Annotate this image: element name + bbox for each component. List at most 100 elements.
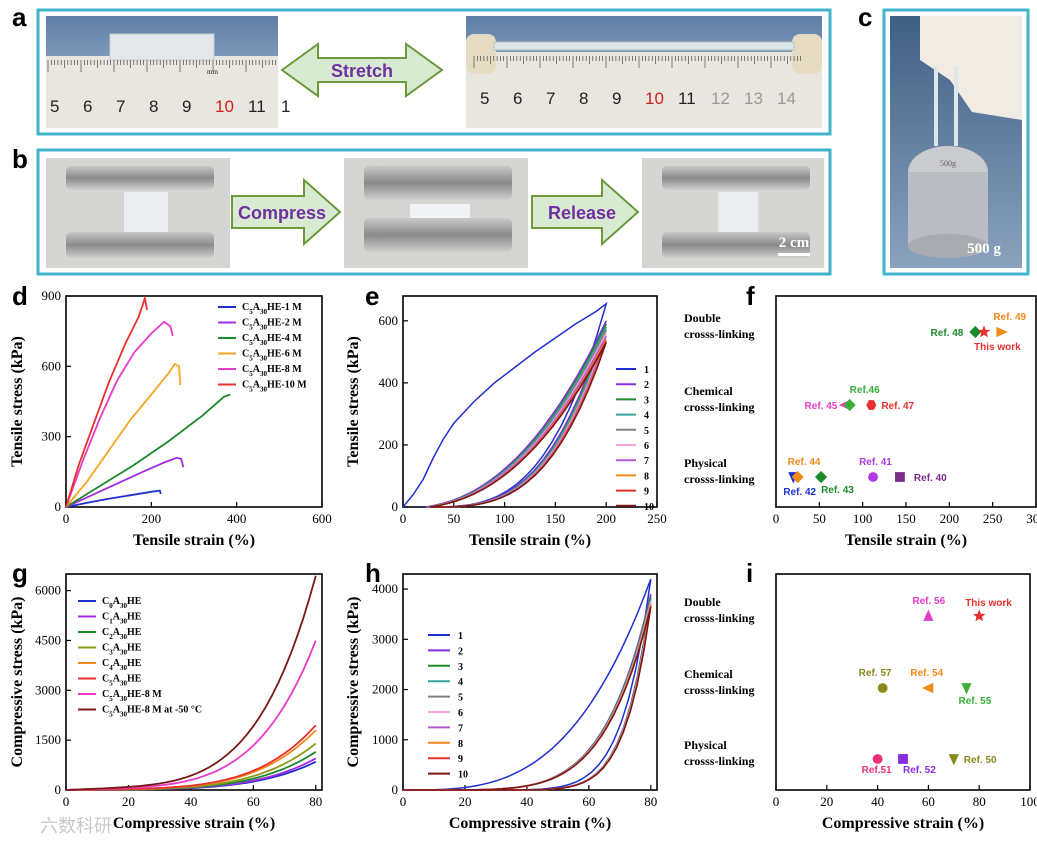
y-tick-label: 6000 xyxy=(35,583,61,598)
x-tick-label: 0 xyxy=(63,794,70,809)
photo-b3: 2 cm xyxy=(642,158,824,268)
y-tick-label: 1500 xyxy=(35,732,61,747)
ruler-left-unit: mm xyxy=(207,68,218,76)
legend-label: C3A30HE xyxy=(102,643,142,657)
legend-label: 7 xyxy=(458,723,463,734)
ruler-left-number: 6 xyxy=(83,97,92,116)
y-tick-label: 1000 xyxy=(372,732,398,747)
x-tick-label: 60 xyxy=(247,794,260,809)
ruler-right-number: 13 xyxy=(744,89,763,108)
release-label: Release xyxy=(548,203,616,223)
y-tick-label: 200 xyxy=(379,437,399,452)
category-label: crosss-linking xyxy=(684,611,754,625)
x-tick-label: 400 xyxy=(227,511,247,526)
panel-b-frame xyxy=(36,148,832,276)
x-tick-label: 40 xyxy=(871,794,884,809)
data-point xyxy=(877,683,888,693)
y-axis-label: Tensile stress (kPa) xyxy=(9,336,26,467)
x-tick-label: 50 xyxy=(447,511,460,526)
legend-label: C5A30HE-8 M xyxy=(102,689,162,703)
legend-label: 10 xyxy=(458,770,468,781)
x-tick-label: 200 xyxy=(940,511,960,526)
legend-label: 7 xyxy=(644,456,649,467)
legend-label: 3 xyxy=(644,395,649,406)
legend-label: 8 xyxy=(644,471,649,482)
ruler-left-number: 7 xyxy=(116,97,125,116)
y-tick-label: 900 xyxy=(42,288,62,303)
point-label: Ref.51 xyxy=(862,765,892,776)
cycle-line xyxy=(403,606,652,791)
point-label: Ref. 47 xyxy=(881,401,914,412)
x-tick-label: 20 xyxy=(122,794,135,809)
category-label: Chemical xyxy=(684,667,733,681)
cycle-line xyxy=(428,332,607,508)
cycle-line xyxy=(403,593,652,791)
legend-label: C0A30HE xyxy=(102,596,142,610)
y-tick-label: 4000 xyxy=(372,581,398,596)
point-label: This work xyxy=(965,598,1012,609)
photo-c: 500g 500 g xyxy=(890,16,1022,268)
legend-label: 2 xyxy=(644,380,649,391)
stretch-label: Stretch xyxy=(331,61,393,81)
photo-b2 xyxy=(344,158,528,268)
x-tick-label: 150 xyxy=(896,511,916,526)
point-label: Ref. 45 xyxy=(805,401,838,412)
legend-label: C5A30HE-6 M xyxy=(242,349,302,363)
cycle-line xyxy=(403,596,652,791)
ruler-right-number: 6 xyxy=(513,89,522,108)
x-tick-label: 300 xyxy=(1026,511,1037,526)
legend-label: C1A30HE xyxy=(102,612,142,626)
x-tick-label: 100 xyxy=(853,511,873,526)
x-tick-label: 60 xyxy=(922,794,935,809)
x-axis-label: Compressive strain (%) xyxy=(113,815,275,832)
chart-e: 0 50 100 150 200 250 0 200 400 600 Tensile strain … xyxy=(345,295,667,549)
ruler-right-number: 11 xyxy=(678,89,696,108)
cycle-line xyxy=(427,323,607,508)
x-axis-label: Tensile strain (%) xyxy=(469,532,591,549)
panel-label-a: a xyxy=(12,2,27,32)
legend-label: 6 xyxy=(458,708,463,719)
point-label: Ref. 54 xyxy=(910,668,943,679)
y-axis-label: Compressive stress (kPa) xyxy=(9,597,26,768)
legend-label: 2 xyxy=(458,646,463,657)
x-axis-label: Compressive strain (%) xyxy=(449,815,611,832)
x-tick-label: 80 xyxy=(973,794,986,809)
legend-label: C5A30HE-10 M xyxy=(242,380,307,394)
ruler-left-number: 1 xyxy=(281,97,290,116)
legend-label: 9 xyxy=(644,487,649,498)
point-label: Ref. 41 xyxy=(859,457,892,468)
y-tick-label: 0 xyxy=(55,499,62,514)
x-tick-label: 0 xyxy=(63,511,70,526)
legend-label: C5A30HE xyxy=(102,674,142,688)
ruler-left-number: 9 xyxy=(182,97,191,116)
series-line xyxy=(65,294,148,508)
ruler-left-number: 8 xyxy=(149,97,158,116)
ruler-right-number: 9 xyxy=(612,89,621,108)
point-label: Ref. 48 xyxy=(931,328,964,339)
data-point xyxy=(923,609,934,621)
series-line xyxy=(65,729,317,791)
data-point xyxy=(815,470,828,484)
y-tick-label: 3000 xyxy=(35,682,61,697)
point-label: Ref. 40 xyxy=(914,473,947,484)
y-tick-label: 4500 xyxy=(35,632,61,647)
y-tick-label: 300 xyxy=(42,429,62,444)
point-label: This work xyxy=(974,342,1021,353)
point-label: Ref. 55 xyxy=(959,696,992,707)
category-label: crosss-linking xyxy=(684,400,754,414)
category-label: crosss-linking xyxy=(684,472,754,486)
x-axis-label: Tensile strain (%) xyxy=(133,532,255,549)
chart-d: 0 200 400 600 0 300 600 900 Tensile strain (%) Te… xyxy=(9,288,332,549)
panel-a-frame xyxy=(36,8,832,136)
point-label: Ref. 49 xyxy=(993,312,1026,323)
x-tick-label: 600 xyxy=(312,511,332,526)
chart-h: 0 20 40 60 80 0 1000 2000 3000 4000 Compressive st… xyxy=(345,573,658,832)
release-arrow: Release xyxy=(531,177,640,247)
series-line xyxy=(65,742,317,791)
category-label: Chemical xyxy=(684,384,733,398)
y-tick-label: 3000 xyxy=(372,631,398,646)
compress-arrow: Compress xyxy=(231,177,342,247)
panel-label-i: i xyxy=(746,558,753,588)
legend-label: 9 xyxy=(458,754,463,765)
